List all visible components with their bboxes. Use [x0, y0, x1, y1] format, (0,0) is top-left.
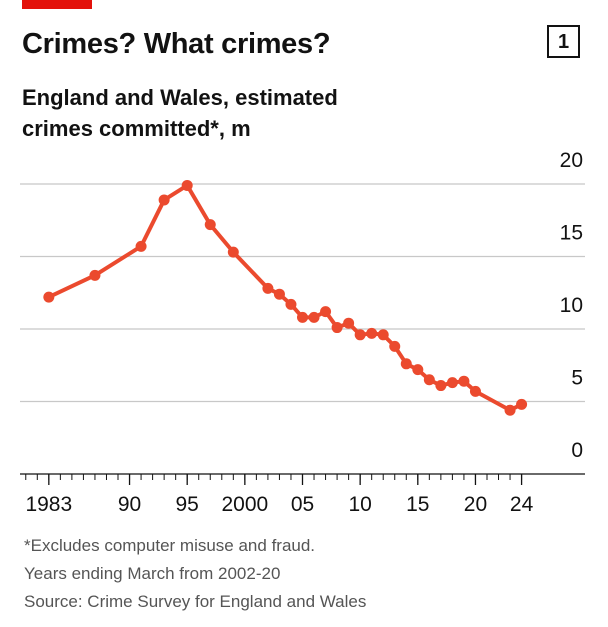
y-tick-label: 20 [560, 149, 583, 172]
data-point [446, 377, 458, 389]
data-point [389, 340, 401, 352]
data-point [135, 240, 147, 252]
data-point [43, 291, 55, 303]
data-point [308, 311, 320, 323]
x-tick-label: 1983 [25, 493, 72, 516]
data-point [204, 219, 216, 231]
data-point [458, 375, 470, 387]
data-point [331, 322, 343, 334]
data-point [273, 288, 285, 300]
series-line [46, 183, 524, 413]
data-point [262, 282, 274, 294]
data-point [320, 306, 332, 318]
data-point [435, 380, 447, 392]
y-tick-label: 5 [571, 367, 583, 390]
y-tick-label: 0 [571, 439, 583, 462]
data-point [400, 358, 412, 370]
footnote: *Excludes computer misuse and fraud. [24, 536, 316, 555]
chart-subtitle: England and Wales, estimated crimes comm… [22, 85, 338, 141]
data-point [412, 364, 424, 376]
footnotes: *Excludes computer misuse and fraud. Yea… [24, 532, 366, 616]
x-tick-label: 15 [406, 493, 429, 516]
chart-title: Crimes? What crimes? [22, 28, 331, 60]
x-tick-label: 90 [118, 493, 141, 516]
data-point [285, 298, 297, 310]
data-point [516, 398, 528, 410]
source: Source: Crime Survey for England and Wal… [24, 592, 367, 611]
x-tick-label: 24 [510, 493, 534, 516]
data-point [89, 269, 101, 281]
data-point [158, 194, 170, 206]
chart-number: 1 [547, 25, 580, 58]
brand-bar [22, 0, 92, 9]
data-point [227, 246, 239, 258]
data-point [181, 179, 193, 191]
data-point [354, 329, 366, 341]
footnote: Years ending March from 2002-20 [24, 564, 281, 583]
x-tick-label: 95 [176, 493, 199, 516]
data-point [297, 311, 308, 323]
data-point [343, 317, 355, 329]
x-tick-label: 05 [291, 493, 314, 516]
x-tick-label: 2000 [221, 493, 268, 516]
data-point [504, 404, 516, 416]
y-tick-label: 15 [560, 222, 583, 245]
data-point [366, 327, 378, 339]
y-tick-label: 10 [560, 294, 583, 317]
x-tick-label: 20 [464, 493, 487, 516]
x-tick-label: 10 [348, 493, 371, 516]
data-point [423, 374, 435, 386]
data-point [469, 385, 481, 397]
data-point [377, 329, 389, 341]
